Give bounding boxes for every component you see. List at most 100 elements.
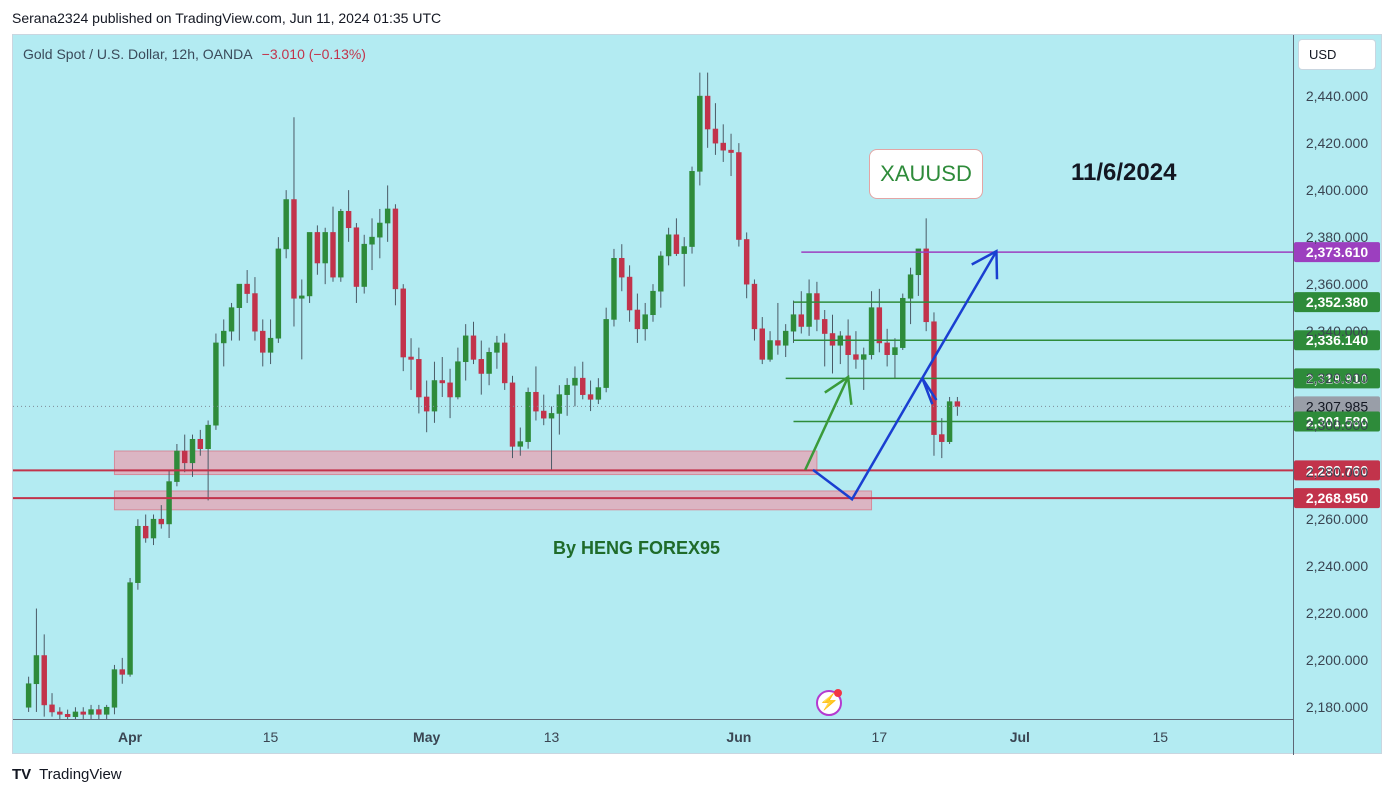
candle-body	[814, 293, 820, 320]
candle-body	[595, 387, 602, 400]
candle-body	[821, 319, 828, 334]
candle-body	[400, 288, 406, 358]
candle-body	[915, 248, 922, 276]
candle-body	[455, 361, 461, 398]
candle-body	[634, 309, 641, 330]
candle-body	[33, 655, 40, 685]
candle-body	[150, 518, 157, 539]
candle-body	[72, 711, 79, 717]
candle-body	[611, 257, 617, 320]
x-tick-label: 15	[263, 729, 279, 745]
candle-body	[291, 199, 297, 299]
candle-body	[205, 424, 211, 449]
candle-body	[197, 438, 204, 449]
candle-body	[462, 335, 469, 363]
candle-body	[743, 239, 750, 285]
candle-body	[103, 706, 110, 715]
level-label: 2,373.610	[1306, 244, 1368, 260]
currency-button[interactable]: USD	[1298, 39, 1376, 70]
symbol-label-box: XAUUSD	[869, 149, 983, 199]
candle-body	[580, 377, 586, 395]
candle-body	[650, 290, 656, 316]
candle-body	[720, 142, 726, 151]
candle-body	[923, 248, 929, 323]
candle-body	[283, 199, 289, 250]
candle-body	[954, 401, 961, 407]
candle-body	[689, 171, 695, 247]
candle-body	[790, 314, 797, 332]
candle-body	[626, 276, 633, 311]
candle-body	[775, 340, 781, 346]
candle-body	[541, 410, 547, 419]
date-label: 11/6/2024	[1071, 159, 1177, 186]
candle-body	[80, 711, 86, 715]
candle-body	[853, 354, 859, 360]
level-label: 2,280.760	[1306, 462, 1368, 478]
candle-body	[244, 283, 250, 294]
candle-body	[447, 382, 453, 398]
candle-body	[330, 232, 336, 278]
level-label: 2,352.380	[1306, 294, 1368, 310]
candle-body	[221, 330, 227, 344]
candle-body	[681, 246, 687, 254]
y-tick-label: 2,440.000	[1306, 88, 1368, 104]
candle-body	[174, 450, 180, 482]
candle-body	[782, 330, 789, 346]
candle-body	[751, 283, 758, 330]
level-label-box	[1294, 368, 1380, 389]
chart-frame[interactable]: 2,373.610 2,352.380 2,336.140 2,319.910 2,30…	[12, 34, 1382, 755]
plot-area[interactable]: 2,373.610 2,352.380 2,336.140 2,319.910 2,30…	[13, 35, 1380, 745]
projection-arrowhead-green	[824, 374, 853, 405]
candle-body	[338, 210, 344, 278]
candle-body	[408, 356, 414, 360]
y-tick-label: 2,180.000	[1306, 699, 1368, 715]
y-tick-label: 2,320.000	[1306, 370, 1368, 386]
candle-body	[759, 328, 765, 360]
y-tick-label: 2,260.000	[1306, 511, 1368, 527]
level-label-box	[1294, 396, 1380, 417]
candle-body	[423, 396, 430, 412]
level-label: 2,319.910	[1306, 370, 1368, 386]
candle-body	[806, 293, 812, 327]
candle-body	[509, 382, 516, 447]
candle-body	[517, 441, 524, 447]
x-tick-label: 17	[872, 729, 888, 745]
y-tick-label: 2,380.000	[1306, 229, 1368, 245]
x-tick-label: Jul	[1010, 729, 1030, 745]
candle-body	[533, 391, 539, 412]
candle-body	[260, 330, 266, 353]
candle-body	[845, 335, 851, 355]
candle-body	[525, 391, 531, 442]
candle-body	[392, 208, 399, 290]
candle-body	[939, 434, 945, 442]
candle-body	[658, 255, 664, 292]
candle-body	[548, 413, 555, 419]
y-tick-label: 2,300.000	[1306, 417, 1368, 433]
projection-path-blue	[812, 250, 998, 502]
price-axis-separator	[1293, 35, 1294, 755]
candle-body	[111, 669, 118, 708]
support-zone-1	[113, 450, 818, 476]
candle-body	[64, 713, 71, 717]
candle-body	[275, 248, 282, 339]
notification-dot	[834, 689, 842, 697]
candle-body	[252, 293, 258, 332]
tradingview-brand[interactable]: TV TradingView	[12, 766, 122, 783]
candle-body	[767, 340, 773, 360]
legend-symbol: Gold Spot / U.S. Dollar, 12h, OANDA	[23, 46, 252, 62]
y-tick-label: 2,220.000	[1306, 605, 1368, 621]
candle-body	[322, 232, 328, 264]
level-label-box	[1294, 488, 1380, 509]
x-tick-label: May	[413, 729, 440, 745]
candle-body	[228, 307, 235, 332]
brand-name: TradingView	[39, 766, 122, 783]
candle-body	[439, 380, 445, 384]
price-chart[interactable]: 2,373.610 2,352.380 2,336.140 2,319.910 2,30…	[13, 35, 1383, 755]
chart-legend: Gold Spot / U.S. Dollar, 12h, OANDA −3.0…	[23, 46, 366, 62]
candle-body	[353, 227, 360, 287]
y-tick-label: 2,280.000	[1306, 464, 1368, 480]
candle-body	[478, 359, 485, 374]
level-label: 2,301.580	[1306, 413, 1368, 429]
candle-body	[369, 236, 375, 245]
candle-body	[49, 704, 55, 713]
